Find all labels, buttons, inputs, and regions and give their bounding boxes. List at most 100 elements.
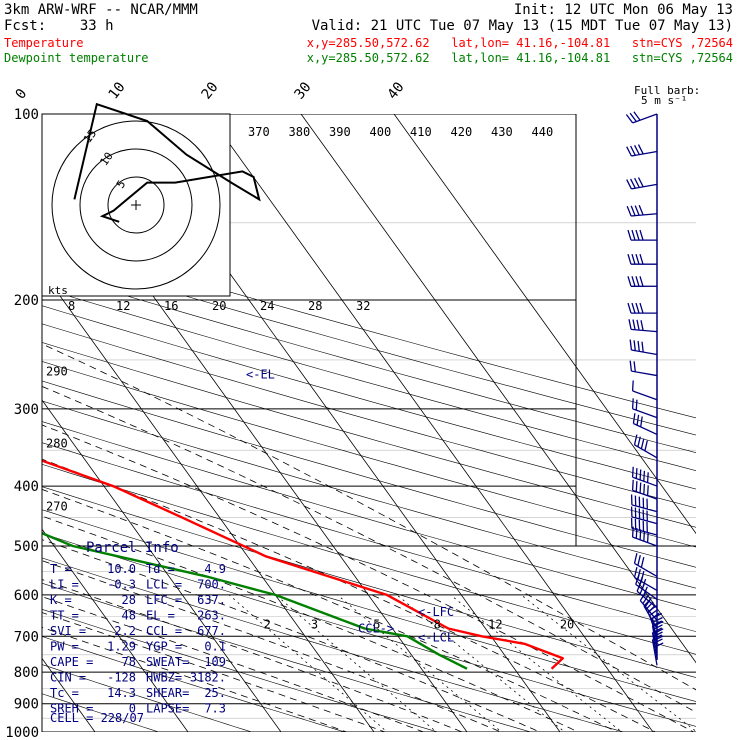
wind-barb [635,574,658,600]
init-time: Init: 12 UTC Mon 06 May 13 [514,2,733,18]
parcel-row-value: 48 [122,609,136,623]
sounding-series [42,459,564,670]
mixing-ratio-line [396,594,566,732]
pressure-label: 200 [14,293,39,309]
parcel-row-key: SVI = [50,624,86,638]
wind-barb [627,229,658,241]
wind-barb [633,434,658,459]
wind-barb [647,605,660,637]
dry-adiabat-line [42,421,696,610]
pressure-label: 1000 [5,725,39,740]
plot-area [42,114,696,732]
isotherm-line [42,399,282,732]
mixing-ratio-labels: 2 3 5 8 12 20 [264,617,575,631]
hodograph-speed-ticks: 8 12 16 20 24 28 32 [68,299,370,313]
parcel-row-key: CAPE = [50,655,93,669]
parcel-row-value: 0.1 [204,640,226,654]
ccl-annotation: CCL-> [358,621,394,635]
hodograph-ring [107,176,165,234]
moist-adiabats [42,343,696,732]
location-dewpoint: x,y=285.50,572.62 lat,lon= 41.16,-104.81… [307,51,733,65]
parcel-row-key: Tc = [50,686,79,700]
hodograph-kts-label: kts [48,284,68,297]
dry-adiabat-line [42,253,696,436]
wind-barb [631,479,658,500]
parcel-row-value: 4.9 [204,562,226,576]
dry-adiabat-line [42,664,253,732]
lcl-annotation: <-LCL [418,630,454,644]
isotherm-line [300,114,696,664]
mixing-ratio-label: 2 [264,617,271,631]
parcel-row-value: 25. [204,686,226,700]
moist-adiabat-line [42,579,464,732]
wind-barb [626,177,658,190]
legend-temperature: Temperature [4,36,83,50]
mixing-ratio-label: 20 [560,617,574,631]
hodograph-speed-tick: 8 [68,299,75,313]
theta-label-left: 270 [46,499,68,513]
hodograph-trace [73,102,261,223]
parcel-row-key: HWBZ= [146,671,182,685]
dry-adiabat-line [42,342,696,528]
wind-barb [651,627,664,659]
parcel-row-value: 700. [197,578,226,592]
theta-label-top: 420 [451,125,473,139]
wind-barb [633,567,658,591]
moist-adiabat-line [42,458,657,732]
parcel-row-value: 263. [197,609,226,623]
theta-label-top: 380 [289,125,311,139]
pressure-label: 500 [14,539,39,555]
mixing-ratio-line [337,594,503,732]
hodograph-speed-tick: 20 [212,299,226,313]
theta-label-top: 410 [410,125,432,139]
moist-adiabat-line [42,560,503,732]
isotherm-line [42,270,375,732]
wind-barb [631,398,658,419]
parcel-row-value: 7.3 [204,702,226,716]
model-title: 3km ARW-WRF -- NCAR/MMM [4,2,198,18]
pressure-label: 100 [14,107,39,123]
dry-adiabat-line [42,609,439,732]
parcel-row-key: YGP = [146,640,182,654]
theta-label-left: 290 [46,364,68,378]
moist-adiabat-line [42,515,580,732]
hodograph-speed-tick: 28 [308,299,322,313]
valid-time: Valid: 21 UTC Tue 07 May 13 (15 MDT Tue … [312,18,733,34]
dry-adiabat-line [42,305,696,490]
dry-adiabat-line [42,400,696,589]
parcel-row-value: 78 [122,655,136,669]
parcel-row-value: 0 [129,702,136,716]
isotherm-label: 40 [385,79,408,102]
wind-barb [626,204,658,217]
hodograph-speed-tick: 32 [356,299,370,313]
pressure-label: 800 [14,665,39,681]
parcel-row-value: -128 [107,671,136,685]
dry-adiabat-line [42,463,696,655]
wind-barb [627,276,658,287]
dry-adiabat-line [42,582,532,732]
parcel-info-title: Parcel Info [86,540,179,556]
wind-barb [629,360,658,377]
isotherm-line [42,528,189,732]
pressure-label: 400 [14,479,39,495]
dewpoint-trace [42,531,468,670]
theta-label-top: 440 [532,125,554,139]
isotherm-label: 20 [199,79,222,102]
parcel-row-key: T = [50,562,72,576]
parcel-row-key: LCL = [146,578,182,592]
temperature-trace [42,459,564,670]
parcel-row-value: 637. [197,593,226,607]
dry-adiabat-line [42,693,160,732]
parcel-row-value: 109 [204,655,226,669]
dry-adiabat-line [42,287,696,471]
isotherm-line [393,114,696,535]
mixing-ratio-label: 12 [488,617,502,631]
pressure-label: 600 [14,588,39,604]
wind-barb [630,494,658,513]
parcel-info-box: Parcel Info T = 10.0 Td = 4.9 LI = -0.3 LCL = 7… [50,540,226,725]
parcel-row-key: LFC = [146,593,182,607]
wind-barb [630,506,658,525]
parcel-info-rows: T = 10.0 Td = 4.9 LI = -0.3 LCL = 700. K = 28 LFC … [50,562,226,716]
mixing-ratio-lines [228,594,696,732]
